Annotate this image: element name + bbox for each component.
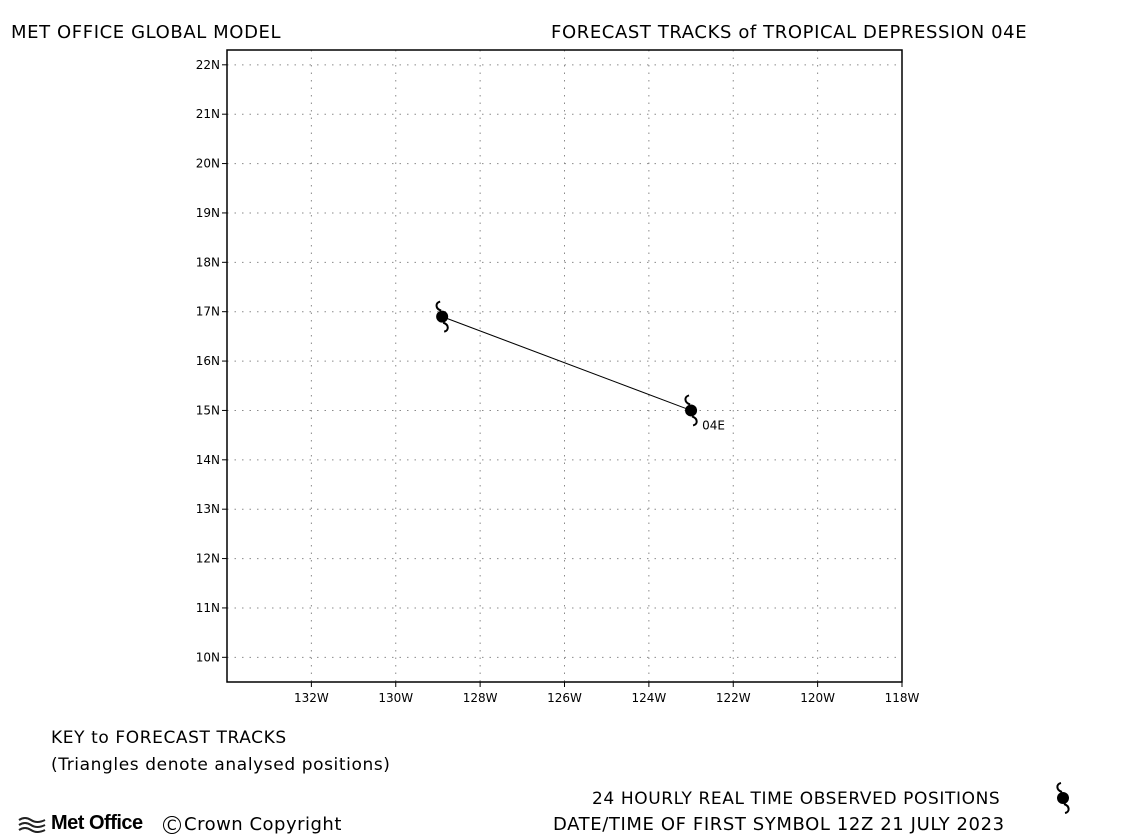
lat-tick-label: 20N xyxy=(196,157,220,171)
tropical-cyclone-icon xyxy=(684,394,698,427)
chart-title: FORECAST TRACKS of TROPICAL DEPRESSION 0… xyxy=(551,22,1028,43)
met-office-logo: Met Office xyxy=(17,812,143,835)
track-line xyxy=(441,316,692,411)
tropical-cyclone-icon xyxy=(435,300,449,333)
lat-tick-label: 14N xyxy=(196,453,220,467)
map-axes: 132W 130W 128W 126W 124W 122W 120W 118W 10N 11N 12… xyxy=(196,58,920,705)
lat-tick-label: 19N xyxy=(196,206,220,220)
model-title: MET OFFICE GLOBAL MODEL xyxy=(11,22,282,43)
lon-tick-label: 120W xyxy=(800,691,835,705)
lon-tick-label: 128W xyxy=(463,691,498,705)
lon-tick-label: 118W xyxy=(885,691,920,705)
key-title: KEY to FORECAST TRACKS xyxy=(51,728,287,748)
lat-tick-label: 22N xyxy=(196,58,220,72)
lat-tick-label: 18N xyxy=(196,255,220,269)
copyright-icon: C xyxy=(163,815,181,834)
lat-tick-label: 15N xyxy=(196,403,220,417)
map-frame xyxy=(226,49,903,683)
lat-tick-label: 16N xyxy=(196,354,220,368)
lat-tick-label: 11N xyxy=(196,601,220,615)
lat-tick-label: 12N xyxy=(196,552,220,566)
met-office-logo-text: Met Office xyxy=(51,812,143,834)
observed-positions-label: 24 HOURLY REAL TIME OBSERVED POSITIONS xyxy=(592,789,1001,809)
lon-tick-label: 130W xyxy=(378,691,413,705)
copyright-text: Crown Copyright xyxy=(184,814,342,835)
key-note: (Triangles denote analysed positions) xyxy=(51,755,391,775)
lon-tick-label: 122W xyxy=(716,691,751,705)
forecast-tracks: 04E xyxy=(435,300,725,432)
lat-tick-label: 13N xyxy=(196,502,220,516)
lon-tick-label: 132W xyxy=(294,691,329,705)
lon-tick-label: 126W xyxy=(547,691,582,705)
storm-label: 04E xyxy=(702,418,725,432)
tropical-cyclone-icon xyxy=(1056,782,1070,814)
map-gridlines xyxy=(227,50,902,682)
lon-tick-label: 124W xyxy=(631,691,666,705)
lat-tick-label: 21N xyxy=(196,107,220,121)
met-office-logo-icon xyxy=(18,816,46,833)
copyright-notice: C Crown Copyright xyxy=(163,814,342,835)
lat-tick-label: 17N xyxy=(196,305,220,319)
lat-tick-label: 10N xyxy=(196,650,220,664)
first-symbol-datetime: DATE/TIME OF FIRST SYMBOL 12Z 21 JULY 20… xyxy=(553,814,1005,835)
